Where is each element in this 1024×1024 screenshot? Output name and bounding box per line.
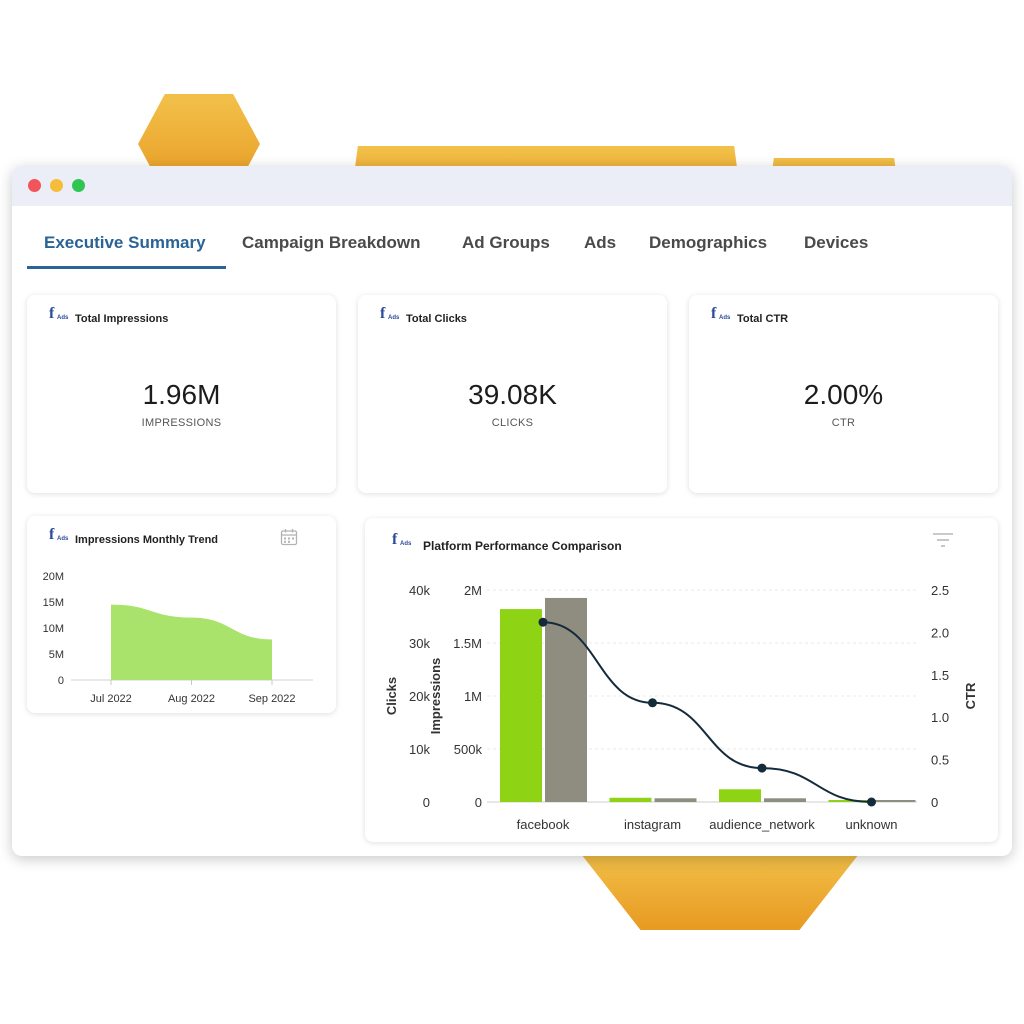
clicks-tick-label: 40k <box>409 583 430 598</box>
maximize-window-button[interactable] <box>72 179 85 192</box>
kpi-card-ctr: f Ads Total CTR 2.00% CTR <box>689 295 998 493</box>
ctr-tick-label: 0.5 <box>931 753 949 768</box>
trend-card-title: Impressions Monthly Trend <box>75 534 219 546</box>
platform-card-title: Platform Performance Comparison <box>423 539 622 553</box>
kpi-value: 2.00% <box>803 379 884 410</box>
tab-ad-groups[interactable]: Ad Groups <box>462 233 550 252</box>
kpi-label: IMPRESSIONS <box>141 417 222 429</box>
facebook-ads-icon: f Ads <box>392 531 412 548</box>
impressions-tick-label: 0 <box>475 795 482 810</box>
trend-card: f Ads Impressions Monthly Trend 20M 15M 10M… <box>27 516 336 713</box>
tab-demographics[interactable]: Demographics <box>649 233 768 252</box>
tab-bar: Executive Summary Campaign Breakdown Ad … <box>27 221 987 271</box>
kpi-value: 39.08K <box>468 379 557 410</box>
y-tick-label: 0 <box>58 675 64 687</box>
kpi-title: Total Clicks <box>406 313 467 325</box>
x-tick-label: Jul 2022 <box>90 693 132 705</box>
tab-ads[interactable]: Ads <box>584 233 617 252</box>
decor-hexagon-bottom <box>578 850 862 930</box>
ctr-axis-title: CTR <box>963 682 978 709</box>
ctr-tick-label: 0 <box>931 795 938 810</box>
facebook-ads-icon: f Ads <box>49 526 69 543</box>
ctr-point <box>648 698 657 708</box>
tab-executive-summary[interactable]: Executive Summary <box>44 233 206 252</box>
ctr-tick-label: 1.0 <box>931 710 949 725</box>
kpi-title: Total Impressions <box>75 313 169 325</box>
clicks-bar <box>545 597 587 802</box>
clicks-bar <box>654 798 697 802</box>
clicks-bar <box>873 800 916 802</box>
calendar-icon[interactable] <box>280 528 298 546</box>
impressions-area <box>111 604 272 680</box>
close-window-button[interactable] <box>28 179 41 192</box>
ctr-tick-label: 2.5 <box>931 583 949 598</box>
impressions-bar <box>500 609 542 802</box>
ctr-point <box>757 763 767 773</box>
ctr-line <box>542 621 872 803</box>
category-label: facebook <box>517 817 570 832</box>
kpi-label: CLICKS <box>491 417 534 429</box>
kpi-value: 1.96M <box>142 379 221 410</box>
clicks-tick-label: 10k <box>409 742 430 757</box>
dashboard-window: Executive Summary Campaign Breakdown Ad … <box>12 166 1012 856</box>
platform-chart: 40k 30k 20k 10k 0 2M 1.5M 1M 500k 0 2.5 2.0 1.5 1.0 0.… <box>384 583 978 832</box>
minimize-window-button[interactable] <box>50 179 63 192</box>
category-label: instagram <box>624 817 681 832</box>
clicks-tick-label: 30k <box>409 636 430 651</box>
kpi-label: CTR <box>831 417 856 429</box>
kpi-title: Total CTR <box>737 313 789 325</box>
y-tick-label: 15M <box>43 597 64 609</box>
clicks-tick-label: 0 <box>423 795 430 810</box>
tab-campaign-breakdown[interactable]: Campaign Breakdown <box>242 233 421 252</box>
trend-chart: 20M 15M 10M 5M 0 Jul 2022 Aug 2022 Sep 2022 <box>43 571 313 705</box>
category-label: unknown <box>845 817 897 832</box>
impressions-tick-label: 1M <box>464 689 482 704</box>
ctr-tick-label: 2.0 <box>931 625 949 640</box>
impressions-bar <box>719 789 761 802</box>
y-tick-label: 20M <box>43 571 64 583</box>
impressions-bar <box>609 797 652 802</box>
window-titlebar <box>12 166 1012 206</box>
platform-card: f Ads Platform Performance Comparison 40k… <box>365 518 998 842</box>
facebook-ads-icon: f Ads <box>711 305 731 322</box>
ctr-point <box>538 617 548 627</box>
active-tab-indicator <box>27 266 226 269</box>
filter-icon[interactable] <box>932 532 954 548</box>
y-tick-label: 5M <box>49 649 64 661</box>
tab-devices[interactable]: Devices <box>804 233 869 252</box>
impressions-bar <box>828 800 871 802</box>
category-label: audience_network <box>709 817 815 832</box>
clicks-axis-title: Clicks <box>384 677 399 715</box>
clicks-tick-label: 20k <box>409 689 430 704</box>
x-tick-label: Sep 2022 <box>248 693 295 705</box>
x-tick-label: Aug 2022 <box>168 693 215 705</box>
y-tick-label: 10M <box>43 623 64 635</box>
ctr-point <box>867 797 876 807</box>
ctr-tick-label: 1.5 <box>931 668 949 683</box>
facebook-ads-icon: f Ads <box>49 305 69 322</box>
kpi-card-impressions: f Ads Total Impressions 1.96M IMPRESSIONS <box>27 295 336 493</box>
impressions-tick-label: 500k <box>454 742 483 757</box>
facebook-ads-icon: f Ads <box>380 305 400 322</box>
impressions-tick-label: 2M <box>464 583 482 598</box>
impressions-axis-title: Impressions <box>428 658 443 735</box>
clicks-bar <box>764 798 806 802</box>
kpi-card-clicks: f Ads Total Clicks 39.08K CLICKS <box>358 295 667 493</box>
impressions-tick-label: 1.5M <box>453 636 482 651</box>
